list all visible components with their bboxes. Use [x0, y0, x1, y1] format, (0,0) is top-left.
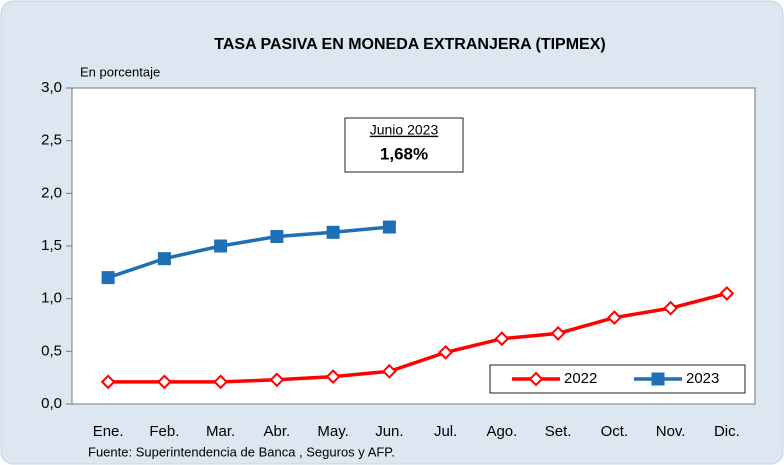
y-tick-label: 2,0 [41, 184, 62, 201]
y-tick-label: 1,0 [41, 290, 62, 307]
x-tick-label: Set. [545, 423, 572, 440]
point [269, 372, 285, 388]
point [156, 374, 172, 390]
point [325, 369, 341, 385]
x-tick-label: Ene. [93, 423, 124, 440]
x-tick-label: Feb. [149, 423, 179, 440]
point [438, 344, 454, 360]
legend-marker [651, 372, 665, 386]
point [214, 239, 228, 253]
point [494, 331, 510, 347]
x-tick-label: Nov. [656, 423, 686, 440]
point [382, 220, 396, 234]
x-tick-label: Abr. [264, 423, 291, 440]
y-tick-label: 3,0 [41, 79, 62, 96]
x-tick-label: Dic. [714, 423, 740, 440]
series-line [107, 225, 390, 280]
point [213, 374, 229, 390]
point [606, 310, 622, 326]
x-tick-label: Mar. [206, 423, 235, 440]
point [157, 252, 171, 266]
x-tick-label: May. [317, 423, 348, 440]
annotation-label: 1,68% [380, 144, 428, 163]
x-tick-label: Ago. [486, 423, 517, 440]
legend-marker [528, 371, 544, 387]
point [550, 326, 566, 341]
annotation-box [344, 117, 464, 173]
series-line [108, 291, 728, 384]
y-tick-label: 0,5 [41, 342, 62, 359]
point [381, 363, 397, 379]
y-tick-label: 0,0 [41, 395, 62, 412]
source: Fuente: Superintendencia de Banca , Segu… [88, 444, 395, 459]
legend-label: 2022 [564, 370, 597, 387]
chart-title: TASA PASIVA EN MONEDA EXTRANJERA (TIPMEX… [214, 36, 605, 53]
x-tick-label: Jun. [375, 423, 403, 440]
x-tick-label: Oct. [601, 423, 629, 440]
legend-label: 2023 [686, 370, 719, 387]
y-tick-label: 1,5 [41, 237, 62, 254]
point [326, 225, 340, 239]
point [101, 271, 115, 285]
y-tick-label: 2,5 [41, 132, 62, 149]
point [719, 285, 735, 301]
point [663, 300, 679, 316]
x-tick-label: Jul. [434, 423, 457, 440]
annotation-title: Junio 2023 [370, 122, 439, 138]
point [270, 230, 284, 244]
point [100, 374, 116, 390]
y-axis-label: En porcentaje [80, 64, 160, 79]
